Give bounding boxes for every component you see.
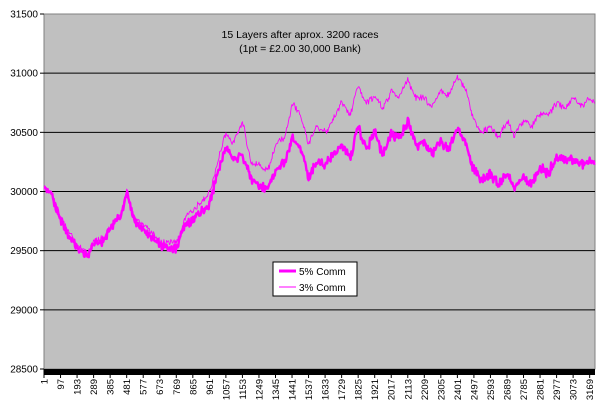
x-tick-label: 2881 (536, 379, 547, 400)
series-line-5pct (43, 116, 596, 259)
x-tick-label: 2209 (420, 379, 431, 400)
legend-label-3pct: 3% Comm (299, 283, 346, 294)
chart-title: 15 Layers after aprox. 3200 races (221, 29, 378, 41)
x-tick-label: 2689 (503, 379, 514, 400)
y-tick-label: 30000 (10, 187, 38, 198)
x-tick-label: 2401 (453, 379, 464, 400)
x-tick-label: 97 (56, 379, 67, 390)
x-tick-label: 193 (73, 379, 84, 395)
y-tick-label: 30500 (10, 128, 38, 139)
x-tick-label: 2785 (519, 379, 530, 400)
x-tick-label: 1537 (304, 379, 315, 400)
x-tick-label: 2593 (486, 379, 497, 400)
x-tick-label: 2305 (436, 379, 447, 400)
x-tick-label: 769 (172, 379, 183, 395)
x-tick-label: 1249 (255, 379, 266, 400)
x-tick-label: 1825 (354, 379, 365, 400)
x-tick-label: 961 (205, 379, 216, 395)
y-tick-label: 28500 (10, 365, 38, 376)
x-tick-label: 1729 (337, 379, 348, 400)
y-tick-label: 29500 (10, 246, 38, 257)
x-tick-label: 1153 (238, 379, 249, 399)
y-tick-label: 29000 (10, 305, 38, 316)
x-tick-label: 2017 (387, 379, 398, 400)
gridlines (44, 72, 595, 311)
x-tick-label: 481 (122, 379, 133, 395)
series-lines (43, 74, 596, 259)
y-tick-label: 31500 (10, 10, 38, 21)
y-tick-label: 31000 (10, 69, 38, 80)
x-tick-label: 1 (40, 379, 51, 384)
x-tick-label: 673 (155, 379, 166, 395)
x-tick-label: 1441 (288, 379, 299, 400)
x-tick-label: 385 (106, 379, 117, 395)
chart-subtitle: (1pt = £2.00 30,000 Bank) (239, 43, 361, 55)
x-tick-label: 2497 (469, 379, 480, 400)
x-tick-label: 2977 (552, 379, 563, 400)
x-tick-label: 1057 (221, 379, 232, 400)
x-tick-label: 3073 (569, 379, 580, 400)
x-tick-label: 577 (139, 379, 150, 395)
x-tick-label: 1633 (321, 379, 332, 400)
legend-label-5pct: 5% Comm (299, 267, 346, 278)
x-tick-label: 3169 (585, 379, 596, 400)
x-tick-label: 865 (188, 379, 199, 395)
y-axis: 28500 29000 29500 30000 30500 31000 31500 (10, 10, 44, 376)
legend-box (272, 261, 358, 297)
legend: 5% Comm 3% Comm (272, 261, 358, 297)
x-tick-label: 1921 (370, 379, 381, 400)
x-tick-label: 289 (89, 379, 100, 395)
x-tick-label: 2113 (403, 379, 414, 399)
x-axis: 1 97 193 289 385 481 577 673 769 865 961 1057 1153 12… (40, 369, 596, 400)
x-tick-label: 1345 (271, 379, 282, 400)
x-axis-band (44, 369, 595, 375)
